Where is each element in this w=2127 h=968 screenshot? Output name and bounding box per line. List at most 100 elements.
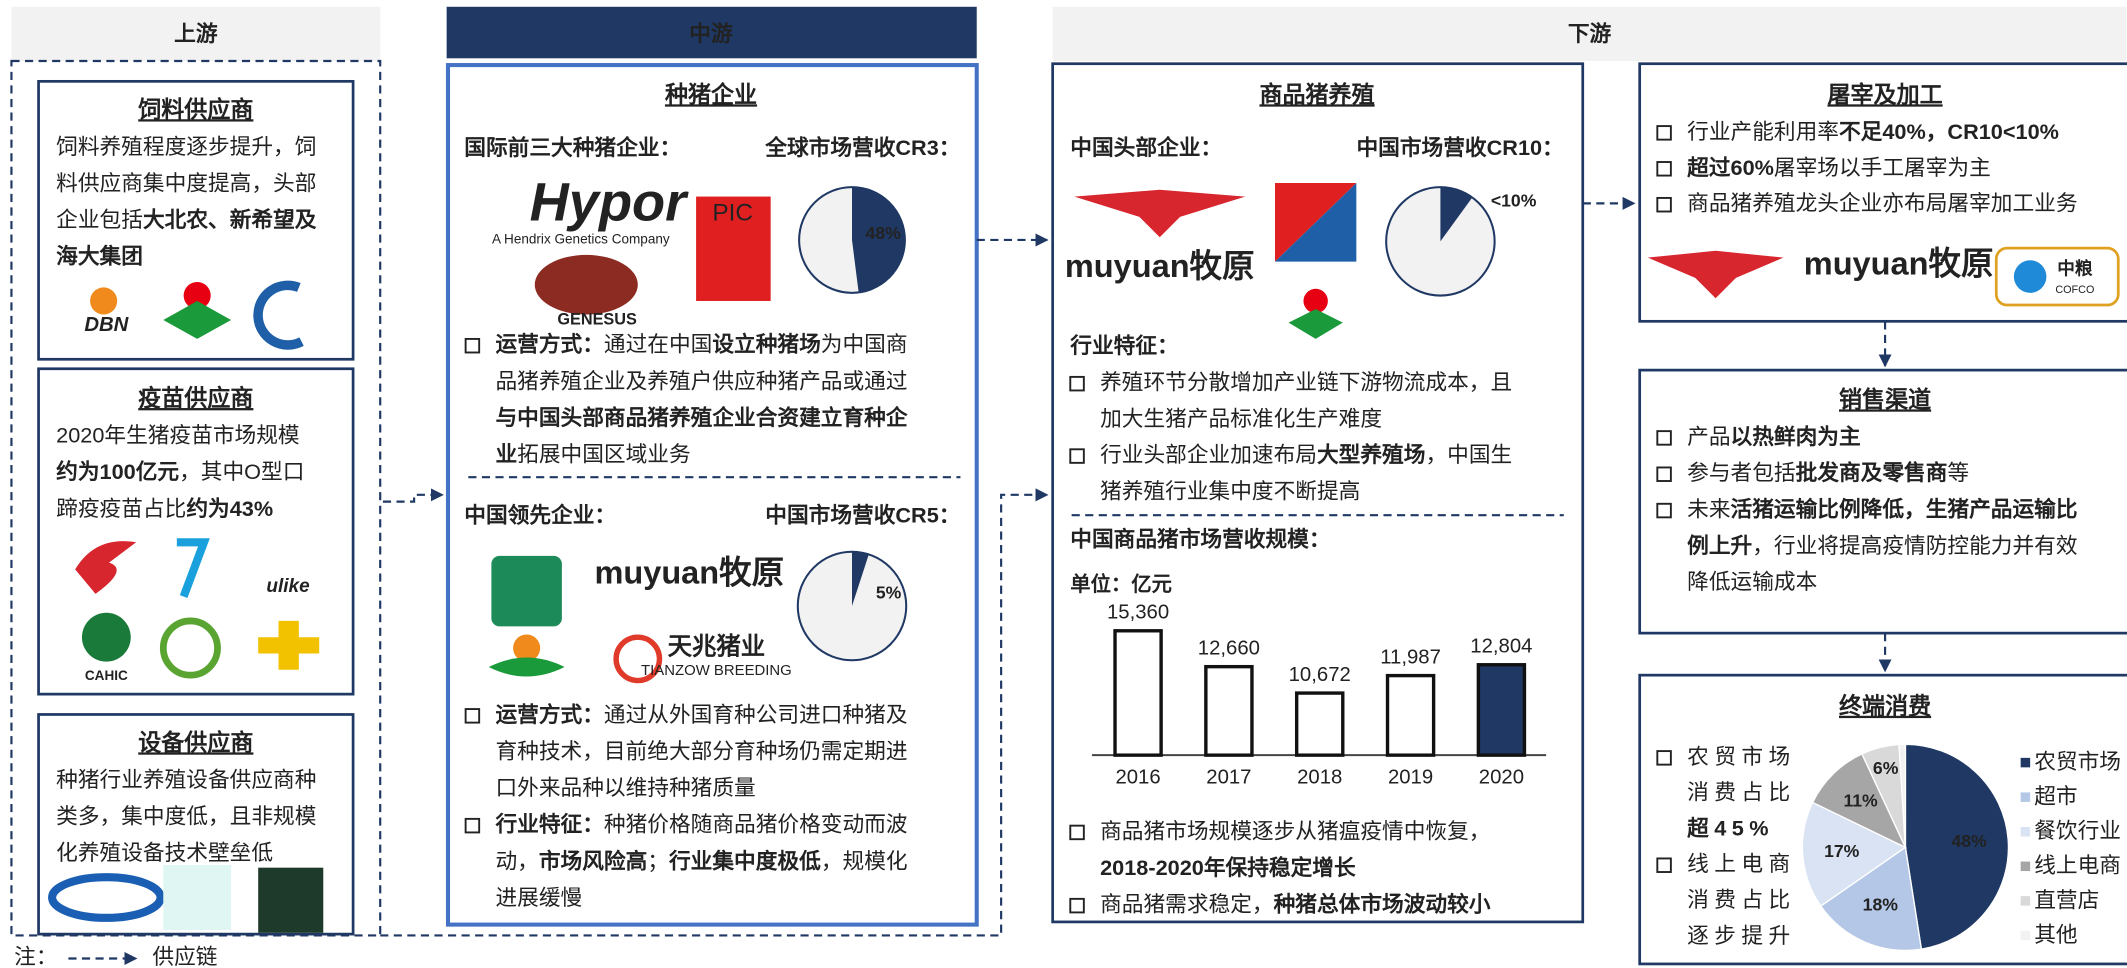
- text-run: 2020年生猪疫苗市场规模: [56, 422, 299, 447]
- text-run: 商品猪养殖龙头企业亦布局屠宰加工业务: [1687, 190, 2077, 215]
- legend-label: 线上电商: [2034, 853, 2121, 878]
- bold-run: 行业特征：: [494, 811, 603, 836]
- section-title: 设备供应商: [138, 729, 253, 755]
- arrow: [380, 488, 1049, 937]
- pie-label: 18%: [1863, 895, 1899, 915]
- text-line: 猪养殖行业集中度不断提高: [1100, 478, 1360, 503]
- bullet-marker: [1656, 466, 1672, 482]
- pie-label: 6%: [1873, 758, 1899, 778]
- bar: [1294, 691, 1345, 757]
- pie-label: 5%: [876, 582, 902, 602]
- text-run: ；: [647, 848, 669, 873]
- text-line: 商品猪市场规模逐步从猪瘟疫情中恢复，: [1100, 818, 1490, 843]
- x-tick-label: 2017: [1206, 767, 1251, 789]
- bold-run: 设立种猪场: [712, 331, 820, 356]
- pie-slice: [1801, 801, 1907, 908]
- section-title: 屠宰及加工: [1828, 81, 1943, 107]
- logo-shape: [48, 873, 165, 922]
- text-run: 降低运输成本: [1687, 569, 1817, 594]
- text-line: 养殖环节分散增加产业链下游物流成本，且: [1100, 369, 1512, 394]
- text-run: ，行业将提高疫情防控能力并有效: [1752, 533, 2077, 558]
- x-tick-label: 2016: [1115, 767, 1160, 789]
- legend-swatch: [2020, 930, 2031, 941]
- bullet-marker: [1656, 750, 1672, 766]
- text-run: 品猪养殖企业及养殖户供应种猪产品或通过: [495, 368, 907, 393]
- text-line: 料供应商集中度提高，头部: [56, 170, 316, 195]
- text-line: 降低运输成本: [1687, 569, 1817, 594]
- legend-label: 餐饮行业: [2034, 818, 2121, 843]
- logo-text: GENESUS: [557, 310, 637, 328]
- logo-shape: [159, 617, 221, 679]
- x-tick-label: 2019: [1388, 767, 1433, 789]
- logo-text: ulike: [266, 576, 310, 597]
- header: 下游: [1568, 21, 1612, 46]
- logo-text: 天兆猪业: [668, 633, 766, 660]
- bar-value-label: 10,672: [1289, 664, 1351, 686]
- bold-run: 约为43%: [186, 495, 273, 520]
- bold-run: 超45%: [1687, 815, 1774, 840]
- equipment-box: [37, 713, 355, 936]
- text-line: 企业包括大北农、新希望及: [56, 207, 317, 232]
- section-title: 种猪企业: [664, 81, 757, 107]
- text-run: 养殖环节分散增加产业链下游物流成本，且: [1100, 369, 1512, 394]
- pie-label: 11%: [1843, 790, 1878, 810]
- legend-swatch: [2020, 757, 2031, 768]
- text-run: 线上电商: [1687, 851, 1795, 876]
- text-line: 2018-2020年保持稳定增长: [1100, 855, 1356, 880]
- text-line: 与中国头部商品猪养殖企业合资建立育种企: [495, 405, 907, 430]
- legend-label: 直营店: [2034, 887, 2099, 912]
- text-run: 行业头部企业加速布局: [1100, 442, 1317, 467]
- pie-slice: [1898, 743, 1907, 848]
- bold-run: 运营方式：: [495, 331, 603, 356]
- bold-run: 海大集团: [56, 243, 143, 268]
- bar: [1113, 629, 1163, 757]
- text-run: ，规模化: [821, 848, 908, 873]
- logo-shape: [488, 657, 565, 677]
- text-line: 口外来品种以维持种猪质量: [495, 775, 755, 800]
- bold-run: 2018-2020年保持稳定增长: [1100, 855, 1356, 880]
- bold-run: 大北农、新希望及: [143, 207, 317, 232]
- bold-run: 与中国头部商品猪养殖企业合资建立育种企: [495, 405, 907, 430]
- legend-swatch: [2020, 861, 2031, 872]
- text-run: 口外来品种以维持种猪质量: [495, 775, 755, 800]
- feed-box: [37, 79, 355, 361]
- downstream-header: [1052, 6, 2127, 62]
- text-run: 进展缓慢: [495, 885, 582, 910]
- bold-run: 业: [495, 441, 517, 466]
- text-run: 类多，集中度低，且非规模: [56, 803, 316, 828]
- legend-swatch: [2020, 792, 2031, 802]
- bold-run: 超过60%: [1687, 155, 1774, 180]
- section-title: 疫苗供应商: [138, 385, 253, 411]
- arrow: [382, 488, 444, 503]
- text-line: 农贸市场: [1687, 744, 1795, 769]
- text-line: 未来活猪运输比例降低，生猪产品运输比: [1687, 496, 2077, 521]
- logo-shape: [75, 541, 137, 594]
- text-run: 种猪行业养殖设备供应商种: [56, 767, 316, 792]
- text-line: 种猪行业养殖设备供应商种: [56, 767, 316, 792]
- metric-label: 中国市场营收CR5：: [765, 502, 960, 527]
- header: 上游: [174, 21, 218, 46]
- vaccine-box: [37, 367, 355, 696]
- text-run: ，其中O型口: [179, 459, 304, 484]
- logo-shape: [253, 280, 304, 350]
- text-line: 行业特征：种猪价格随商品猪价格变动而波: [494, 811, 907, 836]
- logo-text: CAHIC: [85, 668, 128, 683]
- metric-label: 中国市场营收CR10：: [1357, 135, 1564, 160]
- text-run: 未来: [1687, 496, 1730, 521]
- pie-slice: [1904, 743, 2010, 950]
- upstream-header: [11, 6, 381, 62]
- bold-run: 活猪运输比例降低，生猪产品运输比: [1731, 496, 2078, 521]
- text-line: 动，市场风险高；行业集中度极低，规模化: [495, 848, 907, 873]
- logo-shape: [163, 300, 232, 339]
- bar: [1385, 673, 1436, 757]
- bold-run: 行业集中度极低: [668, 848, 821, 873]
- text-run: 饲料养殖程度逐步提升，饲: [56, 134, 316, 159]
- bold-run: 例上升: [1687, 533, 1752, 558]
- logo-text: PIC: [712, 200, 753, 227]
- logo-shape: [258, 867, 324, 933]
- logo-shape: [183, 281, 211, 310]
- x-tick-label: 2020: [1479, 767, 1524, 789]
- bullet-marker: [464, 708, 481, 724]
- text-line: 商品猪养殖龙头企业亦布局屠宰加工业务: [1687, 190, 2077, 215]
